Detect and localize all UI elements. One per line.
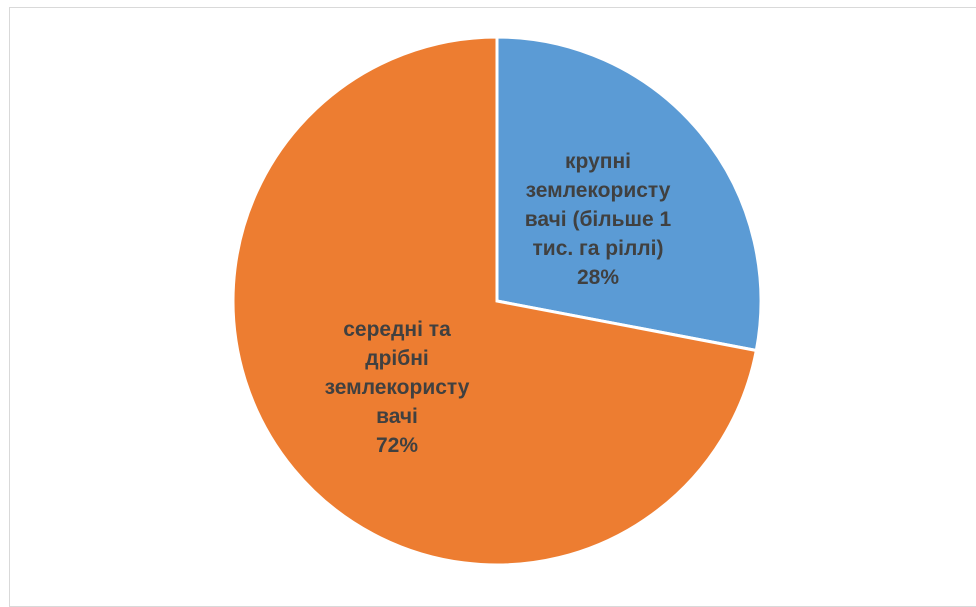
pie-slice-medium-small-land-users	[231, 35, 759, 567]
data-label-line: землекористу	[325, 376, 470, 399]
pie-slice-large-land-users	[495, 35, 763, 353]
pie-chart: крупні землекористу вачі (більше 1 тис. га …	[231, 35, 763, 567]
data-label-line: землекористу	[526, 179, 671, 202]
data-label-line: 28%	[577, 266, 619, 289]
data-label-line: середні та	[343, 318, 451, 341]
data-label-line: крупні	[565, 150, 631, 173]
data-label-large-land-users: крупні землекористу вачі (більше 1 тис. га …	[525, 150, 672, 289]
data-label-line: вачі (більше 1	[525, 208, 672, 231]
data-label-line: дрібні	[365, 347, 428, 370]
data-label-line: тис. га ріллі)	[533, 237, 664, 260]
data-label-medium-small-land-users: середні та дрібні землекористу вачі 72%	[325, 318, 470, 457]
data-label-line: вачі	[376, 405, 418, 428]
data-label-line: 72%	[376, 434, 418, 457]
